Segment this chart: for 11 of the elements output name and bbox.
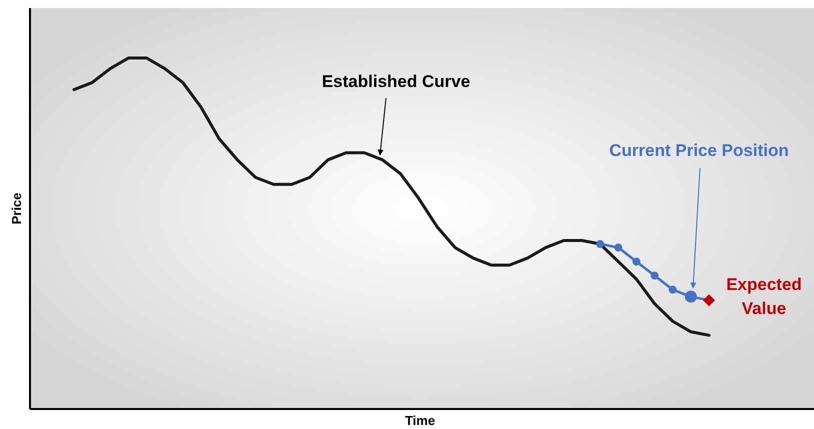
y-axis-title: Price [9,192,24,224]
point [650,272,659,280]
annotation: Current Price Position [609,141,789,160]
text: Expected Value [726,275,802,318]
point [614,244,622,252]
annotation: Established Curve [322,72,470,91]
point [668,286,677,294]
x-axis-title: Time [404,413,436,428]
point [596,240,604,248]
point [632,258,640,266]
point [703,294,715,306]
